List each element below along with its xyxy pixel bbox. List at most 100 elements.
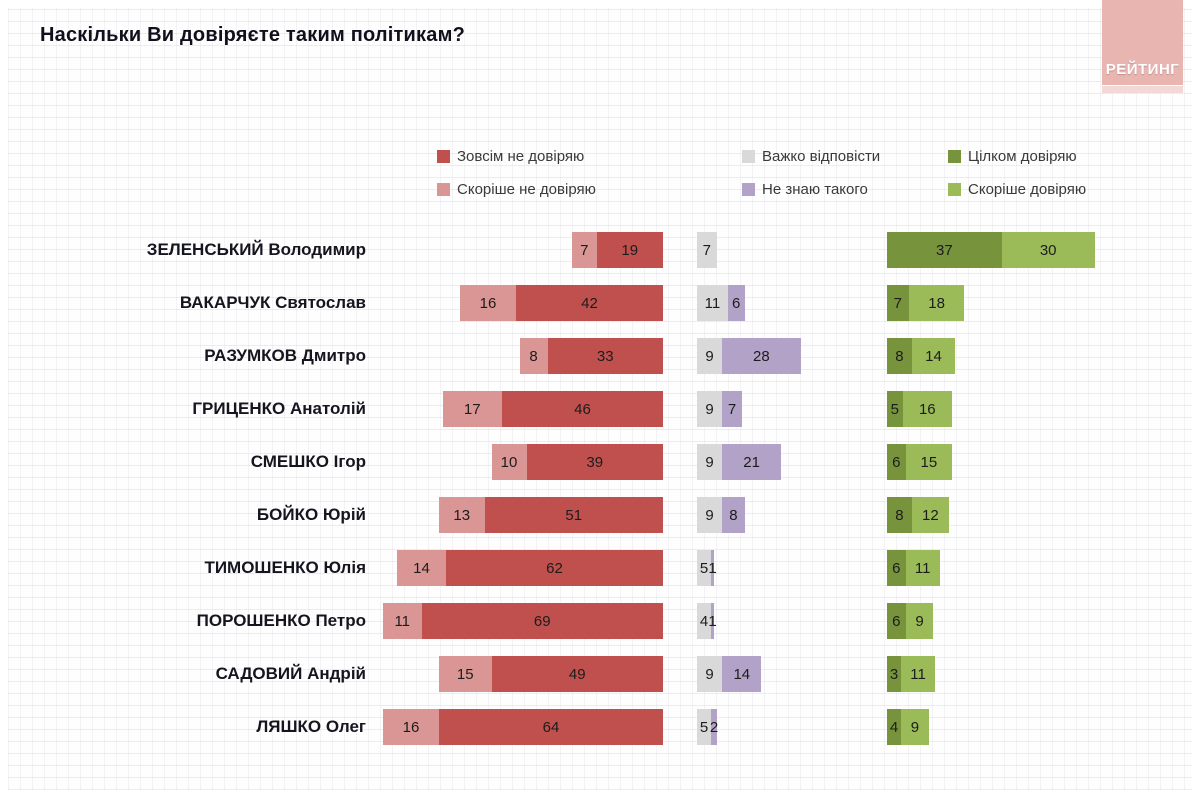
bar-segment-dont_know: 1 — [708, 603, 717, 639]
bar-value: 5 — [890, 400, 899, 418]
bar-segment-distrust_rather: 14 — [397, 550, 446, 586]
bar-segment-hard_to_answer: 5 — [697, 709, 711, 745]
bar-value: 9 — [705, 400, 714, 418]
bar-segment-dont_know: 1 — [708, 550, 717, 586]
legend-label: Цілком довіряю — [968, 147, 1077, 165]
bar-segment-distrust_rather: 10 — [491, 444, 527, 480]
bar-value: 6 — [892, 559, 901, 577]
bar-value: 15 — [920, 453, 938, 471]
bar-value: 7 — [727, 400, 737, 418]
bar-value: 16 — [402, 718, 420, 736]
legend-item-trust_rather: Скоріше довіряю — [948, 179, 1086, 199]
bar-segment-trust_rather: 16 — [902, 391, 953, 427]
bar-value: 5 — [699, 559, 709, 577]
bar-segment-trust_full: 4 — [887, 709, 901, 745]
bar-value: 10 — [500, 453, 518, 471]
chart-row: САДОВИЙ Андрій 15 49 9 14 3 11 — [0, 656, 1200, 692]
bar-segment-trust_rather: 12 — [911, 497, 949, 533]
bar-value: 7 — [893, 294, 903, 312]
politician-label: СМЕШКО Ігор — [250, 452, 366, 471]
bar-segment-hard_to_answer: 9 — [697, 497, 723, 533]
bar-segment-hard_to_answer: 9 — [697, 338, 723, 374]
legend-swatch-hard_to_answer — [742, 149, 755, 163]
bar-segment-trust_rather: 11 — [901, 656, 936, 692]
legend-swatch-dont_know — [742, 182, 755, 196]
chart-title: Наскільки Ви довіряєте таким політикам? — [40, 24, 465, 46]
chart-row: ЛЯШКО Олег 16 64 5 2 4 9 — [0, 709, 1200, 745]
bar-segment-hard_to_answer: 9 — [697, 444, 723, 480]
bar-segment-trust_full: 5 — [887, 391, 903, 427]
bar-value: 9 — [705, 453, 714, 471]
bar-value: 9 — [910, 718, 920, 736]
bar-value: 16 — [918, 400, 936, 418]
bar-value: 2 — [709, 718, 719, 736]
politician-label: САДОВИЙ Андрій — [215, 664, 366, 683]
legend-item-dont_know: Не знаю такого — [742, 179, 868, 199]
bar-segment-trust_full: 7 — [887, 285, 909, 321]
bar-segment-distrust_rather: 16 — [460, 285, 516, 321]
bar-segment-trust_full: 6 — [887, 603, 906, 639]
bar-segment-distrust_full: 33 — [547, 338, 663, 374]
politician-label: ЛЯШКО Олег — [256, 717, 366, 736]
bar-value: 8 — [895, 347, 904, 365]
legend-label: Зовсім не довіряю — [457, 147, 585, 165]
bar-value: 39 — [586, 453, 604, 471]
bar-value: 7 — [580, 241, 589, 259]
bar-segment-distrust_rather: 17 — [442, 391, 502, 427]
bar-value: 14 — [413, 559, 430, 577]
chart-row: ГРИЦЕНКО Анатолій 17 46 9 7 5 16 — [0, 391, 1200, 427]
chart-row: ВАКАРЧУК Святослав 16 42 11 6 7 18 — [0, 285, 1200, 321]
chart-row: ПОРОШЕНКО Петро 11 69 4 1 6 9 — [0, 603, 1200, 639]
politician-label: ГРИЦЕНКО Анатолій — [192, 399, 366, 418]
bar-value: 30 — [1039, 241, 1057, 259]
bar-segment-distrust_rather: 15 — [439, 656, 492, 692]
politician-label: ВАКАРЧУК Святослав — [179, 293, 366, 312]
bar-value: 42 — [581, 294, 598, 312]
bar-value: 3 — [889, 665, 899, 683]
legend-label: Скоріше не довіряю — [457, 180, 596, 198]
logo-wordmark: РЕЙТИНГ — [1105, 61, 1180, 78]
legend-item-hard_to_answer: Важко відповісти — [742, 146, 880, 166]
bar-value: 7 — [702, 241, 711, 259]
bar-value: 11 — [914, 559, 931, 577]
bar-segment-hard_to_answer: 4 — [697, 603, 711, 639]
chart-row: ЗЕЛЕНСЬКИЙ Володимир 7 19 7 37 30 — [0, 232, 1200, 268]
bar-segment-trust_full: 6 — [887, 444, 906, 480]
legend-label: Важко відповісти — [762, 147, 881, 165]
bar-segment-distrust_full: 46 — [502, 391, 663, 427]
bar-value: 12 — [922, 506, 939, 524]
bar-value: 1 — [708, 559, 717, 577]
bar-value: 5 — [699, 718, 709, 736]
bar-value: 8 — [729, 506, 738, 524]
legend-swatch-distrust_rather — [437, 182, 450, 196]
legend-item-distrust_rather: Скоріше не довіряю — [437, 179, 596, 199]
bar-value: 28 — [753, 347, 770, 365]
bar-segment-trust_full: 37 — [887, 232, 1002, 268]
bar-value: 51 — [565, 506, 583, 524]
bar-segment-dont_know: 2 — [709, 709, 719, 745]
bar-value: 8 — [895, 506, 904, 524]
bar-value: 16 — [479, 294, 497, 312]
bar-value: 4 — [699, 612, 709, 630]
bar-segment-distrust_full: 62 — [446, 550, 663, 586]
bar-segment-distrust_full: 19 — [596, 232, 663, 268]
bar-value: 19 — [621, 241, 639, 259]
bar-segment-trust_rather: 30 — [1001, 232, 1095, 268]
chart-row: БОЙКО Юрій 13 51 9 8 8 12 — [0, 497, 1200, 533]
bar-segment-dont_know: 7 — [722, 391, 742, 427]
legend-swatch-trust_rather — [948, 182, 961, 196]
bar-value: 69 — [533, 612, 551, 630]
bar-segment-distrust_rather: 7 — [572, 232, 597, 268]
politician-label: РАЗУМКОВ Дмитро — [204, 346, 366, 365]
chart-row: РАЗУМКОВ Дмитро 8 33 9 28 8 14 — [0, 338, 1200, 374]
politician-label: ПОРОШЕНКО Петро — [196, 611, 366, 630]
bar-value: 1 — [708, 612, 717, 630]
bar-value: 37 — [936, 241, 953, 259]
bar-value: 11 — [394, 612, 411, 630]
bar-value: 46 — [574, 400, 591, 418]
bar-segment-hard_to_answer: 9 — [697, 391, 723, 427]
bar-value: 6 — [892, 612, 901, 630]
legend-swatch-trust_full — [948, 149, 961, 163]
legend-label: Скоріше довіряю — [968, 180, 1087, 198]
bar-segment-distrust_full: 42 — [516, 285, 663, 321]
